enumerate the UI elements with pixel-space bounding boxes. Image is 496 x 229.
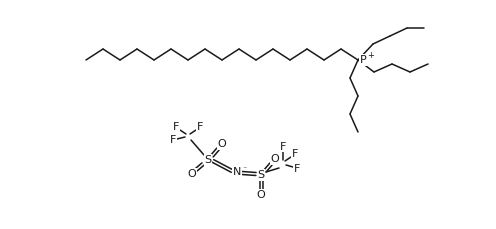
Text: S: S bbox=[204, 155, 212, 165]
Text: +: + bbox=[367, 52, 374, 60]
Text: F: F bbox=[294, 164, 300, 174]
Text: N: N bbox=[233, 167, 241, 177]
Text: F: F bbox=[173, 122, 179, 132]
Text: ⁻: ⁻ bbox=[242, 164, 247, 174]
Text: O: O bbox=[187, 169, 196, 179]
Text: S: S bbox=[257, 170, 264, 180]
Text: F: F bbox=[197, 122, 203, 132]
Text: F: F bbox=[280, 142, 286, 152]
Text: F: F bbox=[170, 135, 176, 145]
Text: O: O bbox=[271, 154, 279, 164]
Text: P: P bbox=[360, 55, 367, 65]
Text: O: O bbox=[256, 190, 265, 200]
Text: F: F bbox=[292, 149, 298, 159]
Text: O: O bbox=[218, 139, 226, 149]
